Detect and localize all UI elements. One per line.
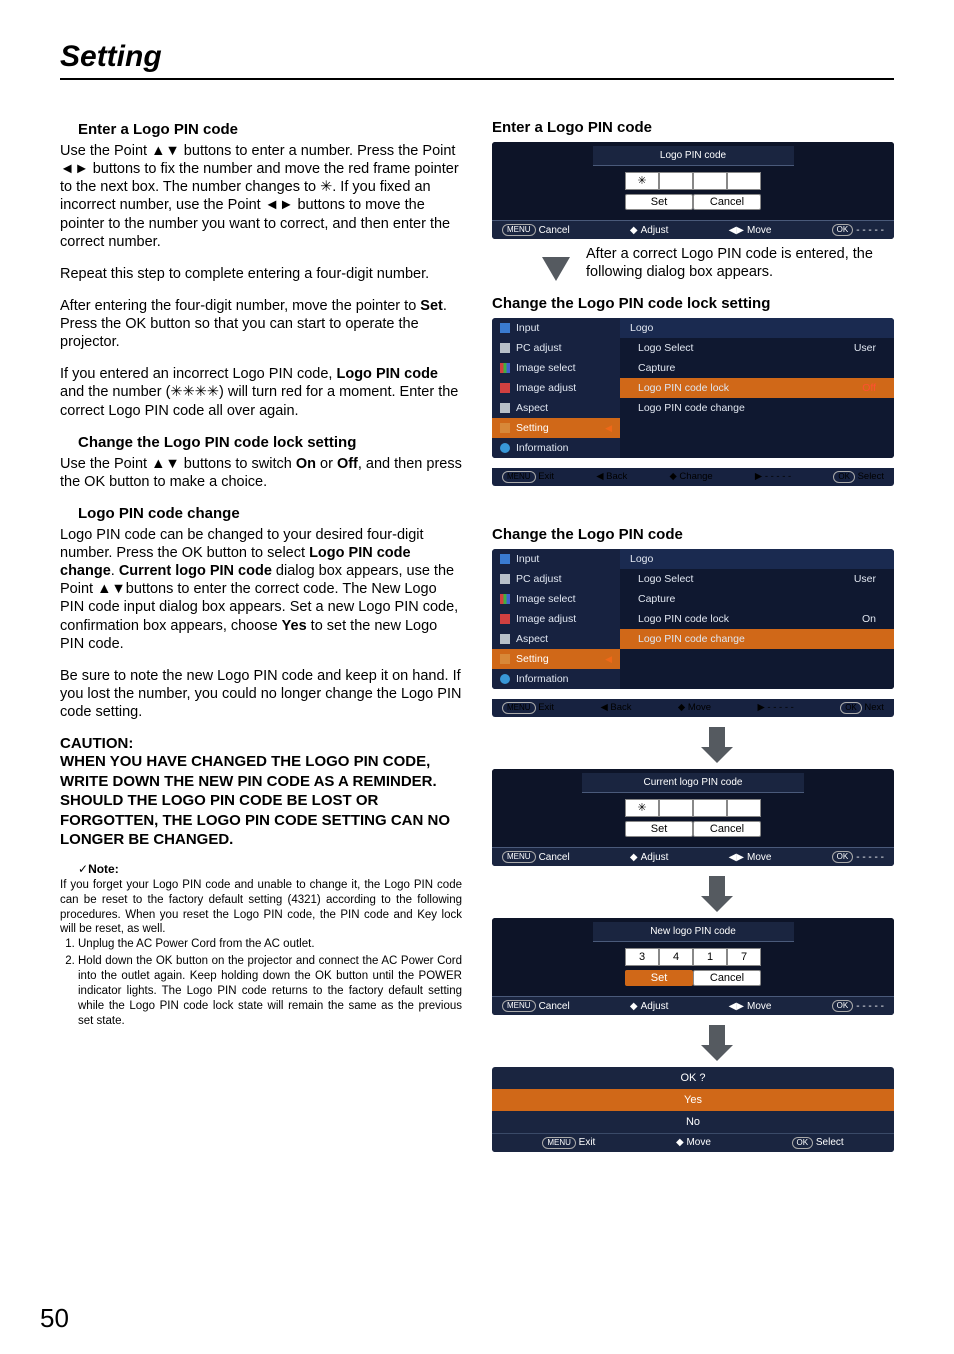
- cancel-button-2[interactable]: Cancel: [693, 821, 761, 837]
- para-1: Use the Point ▲▼ buttons to enter a numb…: [60, 142, 462, 251]
- osd-title: Logo PIN code: [593, 146, 794, 166]
- menu-pc-adjust-2[interactable]: PC adjust: [492, 569, 620, 589]
- para-3: After entering the four-digit number, mo…: [60, 297, 462, 351]
- arrow-down-icon-2: [539, 727, 894, 763]
- menu-pill: MENU: [502, 224, 536, 236]
- para-4: If you entered an incorrect Logo PIN cod…: [60, 365, 462, 419]
- aspect-icon: [500, 403, 510, 413]
- osd-new-pin: New logo PIN code 3 4 1 7 Set Cancel MEN…: [492, 918, 894, 1015]
- menu-aspect[interactable]: Aspect: [492, 398, 620, 418]
- menu-information[interactable]: Information: [492, 438, 620, 458]
- para-5: Use the Point ▲▼ buttons to switch On or…: [60, 455, 462, 491]
- menu-image-select[interactable]: Image select: [492, 358, 620, 378]
- new-pin-3[interactable]: 1: [693, 948, 727, 966]
- osd-footer: MENU Cancel ◆ Adjust ◀▶ Move OK - - - - …: [492, 220, 894, 239]
- set-button-3[interactable]: Set: [625, 970, 693, 986]
- set-button-2[interactable]: Set: [625, 821, 693, 837]
- row-pin-lock[interactable]: Logo PIN code lockOff: [620, 378, 894, 398]
- menu-image-adjust-2[interactable]: Image adjust: [492, 609, 620, 629]
- menu-right-head: Logo: [620, 318, 894, 338]
- row-logo-select-2[interactable]: Logo SelectUser: [620, 569, 894, 589]
- confirm-yes[interactable]: Yes: [492, 1089, 894, 1111]
- right-column: Enter a Logo PIN code Logo PIN code ✳ Se…: [492, 115, 894, 1162]
- menu-left-panel: Input PC adjust Image select Image adjus…: [492, 318, 620, 458]
- osd-current-pin: Current logo PIN code ✳ Set Cancel MENU …: [492, 769, 894, 866]
- menu-setting[interactable]: Setting◀: [492, 418, 620, 438]
- cur-pin-2[interactable]: [659, 799, 693, 817]
- right-heading-1: Enter a Logo PIN code: [492, 119, 894, 136]
- para-2: Repeat this step to complete entering a …: [60, 265, 462, 283]
- menu-setting-2[interactable]: Setting◀: [492, 649, 620, 669]
- imgsel-icon: [500, 363, 510, 373]
- set-button[interactable]: Set: [625, 194, 693, 210]
- page-title: Setting: [60, 40, 894, 80]
- confirm-question: OK ?: [492, 1067, 894, 1089]
- setting-icon: [500, 423, 510, 433]
- left-column: Enter a Logo PIN code Use the Point ▲▼ b…: [60, 115, 462, 1162]
- row-pin-lock-2[interactable]: Logo PIN code lockOn: [620, 609, 894, 629]
- row-logo-select[interactable]: Logo SelectUser: [620, 338, 894, 358]
- heading-enter-pin: Enter a Logo PIN code: [60, 121, 462, 138]
- osd-menu-lock: Input PC adjust Image select Image adjus…: [492, 318, 894, 486]
- row-capture[interactable]: Capture: [620, 358, 894, 378]
- menu-image-select-2[interactable]: Image select: [492, 589, 620, 609]
- imgadj-icon: [500, 383, 510, 393]
- pc-icon: [500, 343, 510, 353]
- new-pin-4[interactable]: 7: [727, 948, 761, 966]
- para-7: Be sure to note the new Logo PIN code an…: [60, 667, 462, 721]
- heading-pin-change: Logo PIN code change: [60, 505, 462, 522]
- note-body: If you forget your Logo PIN code and una…: [60, 878, 462, 938]
- cancel-button[interactable]: Cancel: [693, 194, 761, 210]
- menu-information-2[interactable]: Information: [492, 669, 620, 689]
- osd-title-current: Current logo PIN code: [582, 773, 803, 793]
- menu-right-panel: Logo Logo SelectUser Capture Logo PIN co…: [620, 318, 894, 458]
- arrow-down-icon-3: [539, 876, 894, 912]
- pin-digit-1[interactable]: ✳: [625, 172, 659, 190]
- menu-aspect-2[interactable]: Aspect: [492, 629, 620, 649]
- heading-change-lock: Change the Logo PIN code lock setting: [60, 434, 462, 451]
- right-heading-2: Change the Logo PIN code lock setting: [492, 295, 894, 312]
- page-number: 50: [40, 1303, 69, 1334]
- menu-footer-2: MENU Exit ◀ Back ◆ Move ▶ - - - - - OK N…: [492, 699, 894, 717]
- osd-confirm: OK ? Yes No MENU Exit ◆ Move OK Select: [492, 1067, 894, 1152]
- osd-logo-pin: Logo PIN code ✳ Set Cancel MENU Cancel ◆…: [492, 142, 894, 239]
- arrow-down-icon: [542, 257, 570, 281]
- menu-pc-adjust[interactable]: PC adjust: [492, 338, 620, 358]
- chevron-left-icon: ◀: [605, 423, 612, 434]
- note-list: Unplug the AC Power Cord from the AC out…: [60, 937, 462, 1029]
- confirm-no[interactable]: No: [492, 1111, 894, 1133]
- osd-title-new: New logo PIN code: [593, 922, 794, 942]
- info-icon: [500, 443, 510, 453]
- caution-body: WHEN YOU HAVE CHANGED THE LOGO PIN CODE,…: [60, 752, 462, 850]
- menu-image-adjust[interactable]: Image adjust: [492, 378, 620, 398]
- pin-digit-3[interactable]: [693, 172, 727, 190]
- pin-digit-4[interactable]: [727, 172, 761, 190]
- row-pin-change[interactable]: Logo PIN code change: [620, 398, 894, 418]
- row-pin-change-2[interactable]: Logo PIN code change: [620, 629, 894, 649]
- note-li-2: Hold down the OK button on the projector…: [78, 954, 462, 1029]
- cur-pin-3[interactable]: [693, 799, 727, 817]
- menu-input[interactable]: Input: [492, 318, 620, 338]
- menu-input-2[interactable]: Input: [492, 549, 620, 569]
- para-6: Logo PIN code can be changed to your des…: [60, 526, 462, 653]
- caution-heading: CAUTION:: [60, 735, 462, 752]
- arrow-down-icon-4: [539, 1025, 894, 1061]
- cur-pin-4[interactable]: [727, 799, 761, 817]
- ok-pill: OK: [832, 224, 854, 236]
- new-pin-2[interactable]: 4: [659, 948, 693, 966]
- check-icon: ✓: [78, 862, 88, 876]
- input-icon: [500, 323, 510, 333]
- after-text: After a correct Logo PIN code is entered…: [586, 245, 894, 281]
- note-heading: Note:: [88, 862, 119, 876]
- cancel-button-3[interactable]: Cancel: [693, 970, 761, 986]
- pin-digit-2[interactable]: [659, 172, 693, 190]
- note-li-1: Unplug the AC Power Cord from the AC out…: [78, 937, 462, 952]
- osd-menu-change: Input PC adjust Image select Image adjus…: [492, 549, 894, 717]
- menu-footer-1: MENU Exit ◀ Back ◆ Change ▶ - - - - - OK…: [492, 468, 894, 486]
- cur-pin-1[interactable]: ✳: [625, 799, 659, 817]
- right-heading-3: Change the Logo PIN code: [492, 526, 894, 543]
- new-pin-1[interactable]: 3: [625, 948, 659, 966]
- row-capture-2[interactable]: Capture: [620, 589, 894, 609]
